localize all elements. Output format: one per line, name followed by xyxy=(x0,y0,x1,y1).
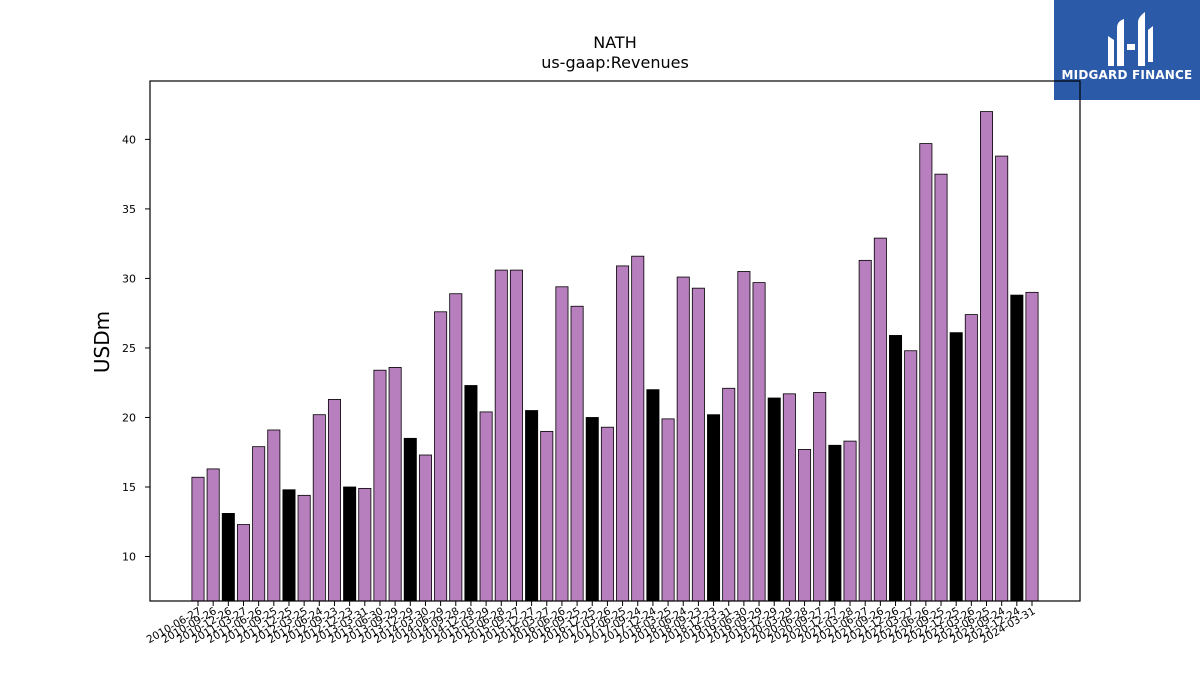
chart-subtitle: us-gaap:Revenues xyxy=(541,53,689,72)
y-tick-label: 15 xyxy=(122,481,136,494)
bar-2015-03-29 xyxy=(479,411,493,602)
bar-2021-03-28 xyxy=(843,440,857,602)
bar-2013-09-29 xyxy=(388,367,402,602)
bar-2017-03-26 xyxy=(600,426,614,602)
bar-2010-06-27 xyxy=(191,476,205,602)
bar-2015-06-28 xyxy=(494,269,508,602)
bar-2021-06-27 xyxy=(858,259,872,602)
bar-2024-03-31 xyxy=(1025,291,1039,602)
bar-2018-09-23 xyxy=(691,287,705,602)
bar-2016-06-26 xyxy=(555,286,569,602)
y-tick-label: 10 xyxy=(122,551,136,564)
logo-text: MIDGARD FINANCE xyxy=(1061,68,1193,82)
bar-2011-06-26 xyxy=(252,446,266,602)
y-tick-label: 40 xyxy=(122,133,136,146)
bar-2016-09-25 xyxy=(570,305,584,602)
bar-2020-12-27 xyxy=(828,444,842,602)
bar-2012-09-23 xyxy=(327,398,341,602)
y-tick-label: 35 xyxy=(122,203,136,216)
bar-2011-09-25 xyxy=(267,429,281,602)
bar-2013-03-31 xyxy=(358,487,372,602)
bar-2011-12-25 xyxy=(282,489,296,602)
brand-logo: MIDGARD FINANCE xyxy=(1054,0,1200,100)
logo-mark-icon xyxy=(1108,12,1153,66)
bar-2014-12-28 xyxy=(464,385,478,602)
bar-2015-09-27 xyxy=(509,269,523,602)
bar-2023-03-26 xyxy=(964,314,978,602)
bar-2023-06-25 xyxy=(980,111,994,602)
bar-2013-12-29 xyxy=(403,437,417,602)
bar-2012-12-23 xyxy=(343,486,357,602)
bar-2017-09-24 xyxy=(631,255,645,602)
bar-2013-06-30 xyxy=(373,369,387,602)
bar-2018-12-23 xyxy=(707,414,721,602)
bar-2017-06-25 xyxy=(616,265,630,602)
bar-2011-03-27 xyxy=(236,524,250,602)
bar-2012-06-24 xyxy=(312,414,326,602)
bar-2021-12-26 xyxy=(889,335,903,602)
bar-2023-09-24 xyxy=(995,155,1009,602)
plot-frame xyxy=(149,80,1081,602)
bar-2019-12-29 xyxy=(767,397,781,602)
bar-2016-12-25 xyxy=(585,417,599,602)
chart-title: NATH xyxy=(593,33,637,52)
bar-2016-03-27 xyxy=(540,430,554,602)
bar-2020-09-27 xyxy=(813,392,827,602)
bar-2014-03-30 xyxy=(418,454,432,602)
bar-2022-06-26 xyxy=(919,143,933,602)
bar-2017-12-24 xyxy=(646,389,660,602)
bar-2022-12-25 xyxy=(949,332,963,602)
x-axis: 2010-06-272010-09-262010-12-262011-03-27… xyxy=(145,601,1038,646)
bars-group xyxy=(191,111,1039,602)
y-axis: 10 15 20 25 30 35 40 xyxy=(122,133,150,564)
bar-2019-03-31 xyxy=(722,387,736,602)
y-tick-label: 25 xyxy=(122,342,136,355)
bar-2022-09-25 xyxy=(934,173,948,602)
bar-2020-03-29 xyxy=(782,393,796,602)
bar-2019-09-29 xyxy=(752,282,766,602)
bar-2018-03-25 xyxy=(661,418,675,602)
bar-2014-09-28 xyxy=(449,293,463,602)
bar-2015-12-27 xyxy=(525,410,539,602)
bar-2020-06-28 xyxy=(798,449,812,602)
bar-2018-06-24 xyxy=(676,276,690,602)
bar-2010-12-26 xyxy=(221,513,235,602)
y-tick-label: 20 xyxy=(122,411,136,424)
y-tick-label: 30 xyxy=(122,272,136,285)
bar-2023-12-24 xyxy=(1010,294,1024,602)
bar-2010-09-26 xyxy=(206,468,220,602)
bar-2019-06-30 xyxy=(737,271,751,602)
bar-2012-03-25 xyxy=(297,494,311,602)
bar-2021-09-26 xyxy=(873,237,887,602)
bar-2014-06-29 xyxy=(434,311,448,602)
y-axis-label: USDm xyxy=(90,311,114,373)
bar-2022-03-27 xyxy=(904,350,918,602)
